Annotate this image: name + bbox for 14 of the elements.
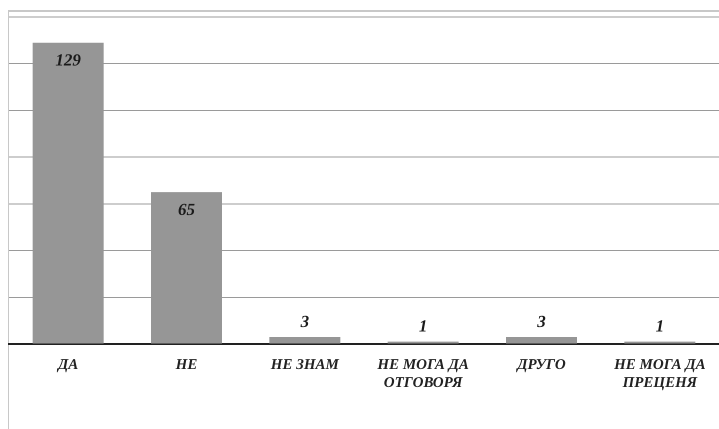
x-tick-label: НЕ МОГА ДА ОТГОВОРЯ [376, 356, 469, 391]
x-tick-label: ДРУГО [515, 356, 566, 373]
x-tick-label: ДА [56, 356, 78, 373]
data-label: 3 [300, 312, 310, 331]
x-tick-label: НЕ ЗНАМ [270, 356, 340, 373]
bar [506, 336, 577, 344]
x-tick-label: НЕ МОГА ДА ПРЕЦЕНЯ [613, 356, 706, 391]
data-label: 1 [656, 316, 664, 336]
x-tick-label: НЕ [174, 356, 198, 373]
data-label: 129 [55, 50, 82, 70]
data-label: 1 [418, 316, 428, 336]
data-label: 65 [178, 200, 196, 220]
data-label: 3 [536, 312, 546, 331]
bar [269, 336, 340, 344]
